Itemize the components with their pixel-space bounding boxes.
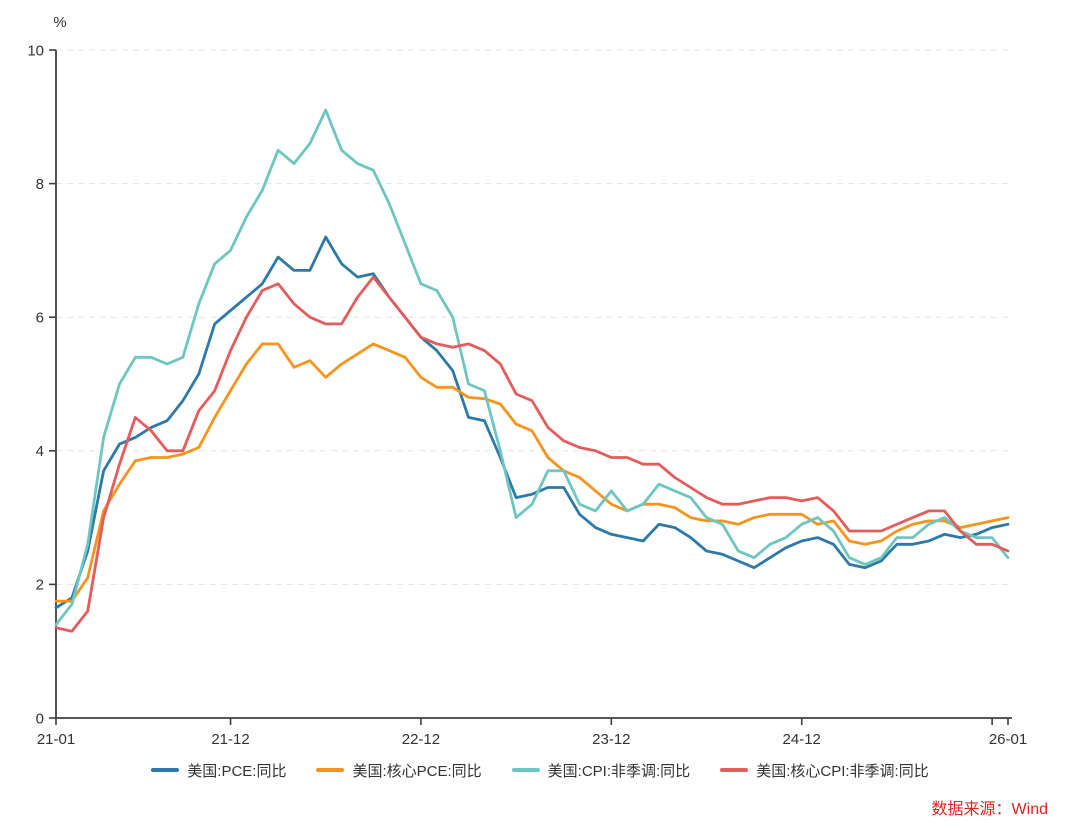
y-tick-label-8: 8 <box>36 176 44 193</box>
legend-swatch-pce <box>151 768 180 772</box>
legend-label-core_pce: 美国:核心PCE:同比 <box>352 762 482 780</box>
x-tick-label-22-12: 22-12 <box>402 731 440 745</box>
legend-swatch-core_pce <box>316 768 345 772</box>
legend-label-cpi: 美国:CPI:非季调:同比 <box>547 762 691 780</box>
chart-legend: 美国:PCE:同比 美国:核心PCE:同比 美国:CPI:非季调:同比 美国:核心CP… <box>0 759 1080 781</box>
x-tick-label-23-12: 23-12 <box>592 731 630 745</box>
y-axis-unit-label: % <box>53 14 66 31</box>
legend-item-core_cpi: 美国:核心CPI:非季调:同比 <box>720 760 929 781</box>
legend-item-cpi: 美国:CPI:非季调:同比 <box>511 760 691 781</box>
y-tick-label-10: 10 <box>27 42 44 59</box>
series-line-core_cpi <box>54 275 1010 633</box>
series-line-cpi <box>54 108 1010 626</box>
legend-label-pce: 美国:PCE:同比 <box>187 762 287 780</box>
series-line-pce <box>54 235 1010 610</box>
series-line-core_pce <box>54 342 1010 603</box>
x-tick-label-21-01: 21-01 <box>37 731 75 745</box>
inflation-line-chart: 0 2 4 6 8 10% 21-01 21-12 22-12 23-12 24-12 26-01 <box>27 14 1027 745</box>
y-tick-label-0: 0 <box>36 710 44 727</box>
legend-item-core_pce: 美国:核心PCE:同比 <box>316 760 482 781</box>
legend-swatch-cpi <box>511 768 540 772</box>
x-tick-label-21-12: 21-12 <box>211 731 249 745</box>
legend-swatch-core_cpi <box>720 768 749 772</box>
y-tick-label-2: 2 <box>36 577 44 594</box>
y-tick-label-6: 6 <box>36 309 44 326</box>
y-tick-label-4: 4 <box>36 443 44 460</box>
x-tick-label-26-01: 26-01 <box>989 731 1027 745</box>
legend-item-pce: 美国:PCE:同比 <box>151 760 286 781</box>
data-source-note: 数据来源：Wind <box>931 801 1048 818</box>
legend-label-core_cpi: 美国:核心CPI:非季调:同比 <box>756 762 929 780</box>
x-tick-label-24-12: 24-12 <box>783 731 821 745</box>
